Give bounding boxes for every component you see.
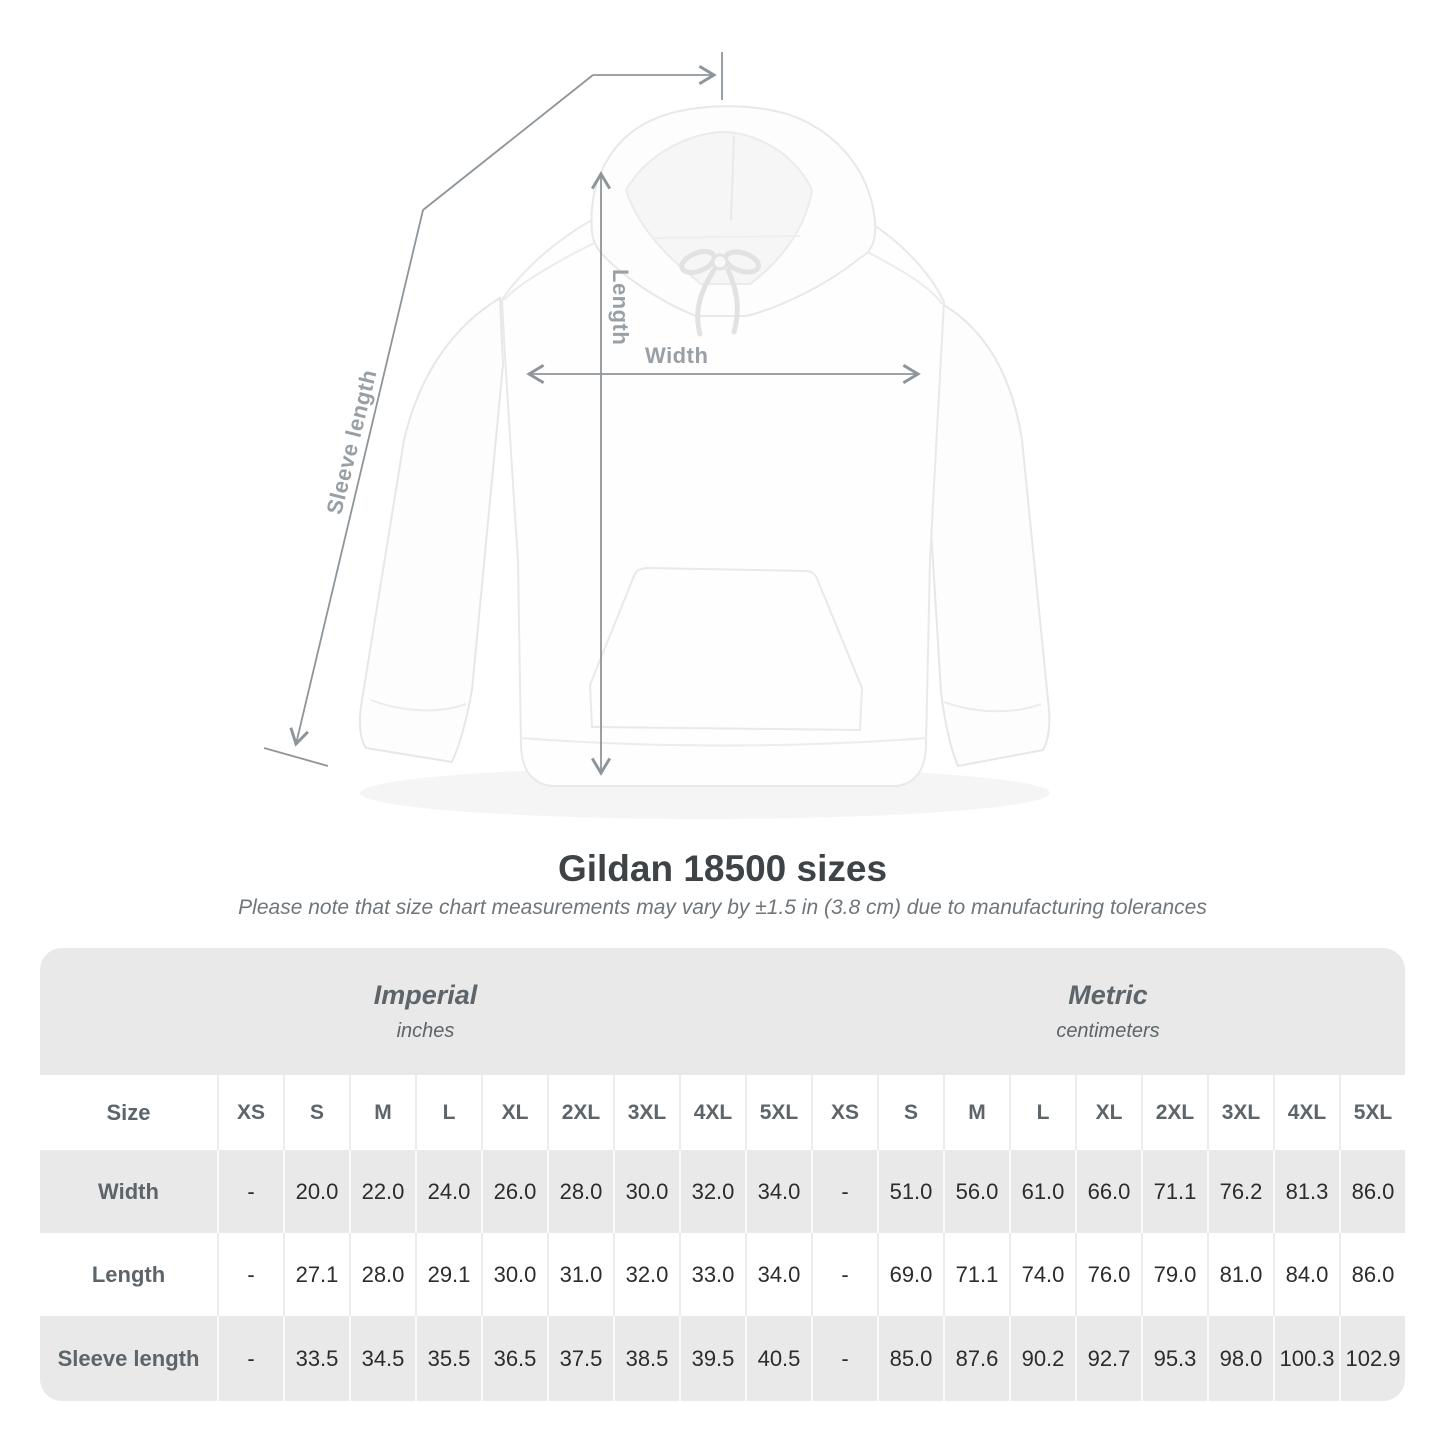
measurement-cell: 34.0 — [745, 1150, 811, 1233]
metric-group-header: Metric centimeters — [811, 948, 1405, 1075]
measurement-cell: 33.0 — [679, 1233, 745, 1316]
measurement-cell: - — [811, 1316, 877, 1401]
table-row-sleeve-length: Sleeve length - 33.5 34.5 35.5 36.5 37.5… — [40, 1316, 1405, 1401]
measurement-cell: 51.0 — [877, 1150, 943, 1233]
table-row-width: Width - 20.0 22.0 24.0 26.0 28.0 30.0 32… — [40, 1150, 1405, 1233]
size-col-header: S — [283, 1075, 349, 1150]
measurement-cell: 87.6 — [943, 1316, 1009, 1401]
measurement-cell: 86.0 — [1339, 1233, 1405, 1316]
measurement-cell: 24.0 — [415, 1150, 481, 1233]
size-col-header: L — [1009, 1075, 1075, 1150]
measurement-cell: 35.5 — [415, 1316, 481, 1401]
measurement-cell: 31.0 — [547, 1233, 613, 1316]
measurement-cell: 66.0 — [1075, 1150, 1141, 1233]
measurement-cell: 40.5 — [745, 1316, 811, 1401]
size-col-header: 3XL — [613, 1075, 679, 1150]
measurement-cell: 28.0 — [349, 1233, 415, 1316]
measurement-cell: - — [811, 1233, 877, 1316]
measurement-cell: - — [217, 1150, 283, 1233]
measurement-cell: 86.0 — [1339, 1150, 1405, 1233]
imperial-group-unit: inches — [396, 1020, 455, 1042]
size-col-header: M — [943, 1075, 1009, 1150]
measurement-cell: - — [811, 1150, 877, 1233]
table-row-length: Length - 27.1 28.0 29.1 30.0 31.0 32.0 3… — [40, 1233, 1405, 1316]
size-chart-title: Gildan 18500 sizes — [557, 848, 888, 889]
row-label: Length — [91, 1261, 166, 1287]
hoodie-measurement-diagram — [263, 52, 1051, 819]
unit-group-row: Imperial inches Metric centimeters — [40, 948, 1405, 1075]
metric-group-name: Metric — [1068, 980, 1148, 1010]
metric-group-unit: centimeters — [1056, 1020, 1160, 1042]
measurement-cell: 30.0 — [481, 1233, 547, 1316]
measurement-cell: 102.9 — [1339, 1316, 1405, 1401]
measurement-cell: 76.2 — [1207, 1150, 1273, 1233]
measurement-cell: 27.1 — [283, 1233, 349, 1316]
measurement-cell: 98.0 — [1207, 1316, 1273, 1401]
measurement-cell: 81.3 — [1273, 1150, 1339, 1233]
measurement-cell: 32.0 — [613, 1233, 679, 1316]
size-col-header: 2XL — [1141, 1075, 1207, 1150]
measurement-cell: 90.2 — [1009, 1316, 1075, 1401]
size-col-header: L — [415, 1075, 481, 1150]
measurement-cell: 37.5 — [547, 1316, 613, 1401]
measurement-cell: 74.0 — [1009, 1233, 1075, 1316]
size-col-header: 5XL — [745, 1075, 811, 1150]
measurement-cell: 36.5 — [481, 1316, 547, 1401]
measurement-cell: 30.0 — [613, 1150, 679, 1233]
measurement-cell: 38.5 — [613, 1316, 679, 1401]
measurement-cell: 29.1 — [415, 1233, 481, 1316]
size-col-header: 3XL — [1207, 1075, 1273, 1150]
size-col-header: 2XL — [547, 1075, 613, 1150]
measurement-cell: - — [217, 1233, 283, 1316]
size-col-header: XS — [217, 1075, 283, 1150]
measurement-cell: 39.5 — [679, 1316, 745, 1401]
hoodie-illustration — [358, 105, 1051, 819]
size-col-header: 5XL — [1339, 1075, 1405, 1150]
size-col-header: XL — [1075, 1075, 1141, 1150]
cuff-tick — [263, 747, 329, 767]
measurement-cell: 33.5 — [283, 1316, 349, 1401]
measurement-cell: 34.0 — [745, 1233, 811, 1316]
size-col-header: XL — [481, 1075, 547, 1150]
measurement-cell: 100.3 — [1273, 1316, 1339, 1401]
measurement-cell: 92.7 — [1075, 1316, 1141, 1401]
sleeve-length-arrow — [263, 64, 717, 767]
size-header-row: Size XS S M L XL 2XL 3XL 4XL 5XL XS S M … — [40, 1075, 1405, 1150]
measurement-cell: 69.0 — [877, 1233, 943, 1316]
row-label: Width — [98, 1178, 159, 1204]
measurement-cell: 20.0 — [283, 1150, 349, 1233]
size-col-header: 4XL — [1273, 1075, 1339, 1150]
measurement-cell: - — [217, 1316, 283, 1401]
measurement-cell: 28.0 — [547, 1150, 613, 1233]
width-label: Width — [645, 343, 709, 368]
measurement-cell: 22.0 — [349, 1150, 415, 1233]
size-row-label: Size — [106, 1099, 151, 1125]
measurement-cell: 76.0 — [1075, 1233, 1141, 1316]
length-label: Length — [608, 269, 633, 346]
measurement-cell: 85.0 — [877, 1316, 943, 1401]
size-col-header: 4XL — [679, 1075, 745, 1150]
measurement-cell: 32.0 — [679, 1150, 745, 1233]
tolerance-note: Please note that size chart measurements… — [238, 896, 1207, 919]
imperial-group-header: Imperial inches — [40, 948, 811, 1075]
row-label: Sleeve length — [57, 1345, 200, 1371]
measurement-cell: 61.0 — [1009, 1150, 1075, 1233]
size-chart-table: Imperial inches Metric centimeters Size … — [40, 948, 1405, 1401]
measurement-cell: 95.3 — [1141, 1316, 1207, 1401]
measurement-cell: 26.0 — [481, 1150, 547, 1233]
size-col-header: M — [349, 1075, 415, 1150]
measurement-cell: 81.0 — [1207, 1233, 1273, 1316]
imperial-group-name: Imperial — [373, 980, 478, 1010]
measurement-cell: 79.0 — [1141, 1233, 1207, 1316]
size-col-header: S — [877, 1075, 943, 1150]
measurement-cell: 71.1 — [943, 1233, 1009, 1316]
size-col-header: XS — [811, 1075, 877, 1150]
measurement-cell: 84.0 — [1273, 1233, 1339, 1316]
measurement-cell: 71.1 — [1141, 1150, 1207, 1233]
measurement-cell: 34.5 — [349, 1316, 415, 1401]
measurement-cell: 56.0 — [943, 1150, 1009, 1233]
